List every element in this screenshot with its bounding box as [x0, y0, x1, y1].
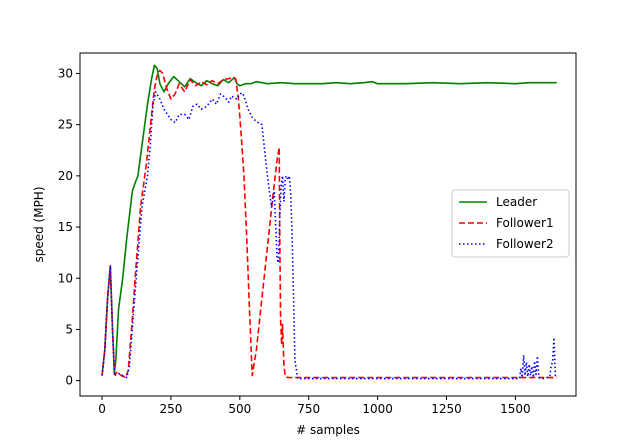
legend-items: Leader Follower1 Follower2: [459, 195, 554, 251]
plot-frame: [79, 52, 577, 397]
x-tick-label: 750: [297, 402, 320, 416]
y-tick-label: 20: [58, 169, 73, 183]
y-tick-label: 5: [65, 322, 73, 336]
x-tick-label: 250: [159, 402, 182, 416]
y-tick-label: 0: [65, 374, 73, 388]
legend-box: [451, 189, 570, 258]
x-tick-label: 1250: [431, 402, 462, 416]
series-line-follower1: [101, 69, 557, 379]
legend-label-leader: Leader: [496, 195, 537, 209]
y-tick-label: 25: [58, 118, 73, 132]
x-axis-ticks: 0 250 500 750 1000 1250 1500: [98, 396, 531, 416]
x-tick-label: 0: [98, 402, 106, 416]
series-line-leader: [101, 64, 557, 376]
x-axis-label: # samples: [296, 423, 360, 437]
legend: Leader Follower1 Follower2: [451, 189, 570, 258]
y-tick-label: 10: [58, 271, 73, 285]
y-tick-label: 30: [58, 66, 73, 80]
y-axis-label: speed (MPH): [32, 186, 46, 262]
series-layer: [101, 64, 558, 380]
x-tick-label: 1500: [500, 402, 531, 416]
x-tick-label: 500: [228, 402, 251, 416]
y-tick-label: 15: [58, 220, 73, 234]
x-tick-label: 1000: [362, 402, 393, 416]
legend-label-follower2: Follower2: [496, 237, 554, 251]
legend-label-follower1: Follower1: [496, 216, 554, 230]
series-line-follower2: [101, 91, 558, 380]
y-axis-ticks: 0 5 10 15 20 25 30: [58, 66, 80, 388]
